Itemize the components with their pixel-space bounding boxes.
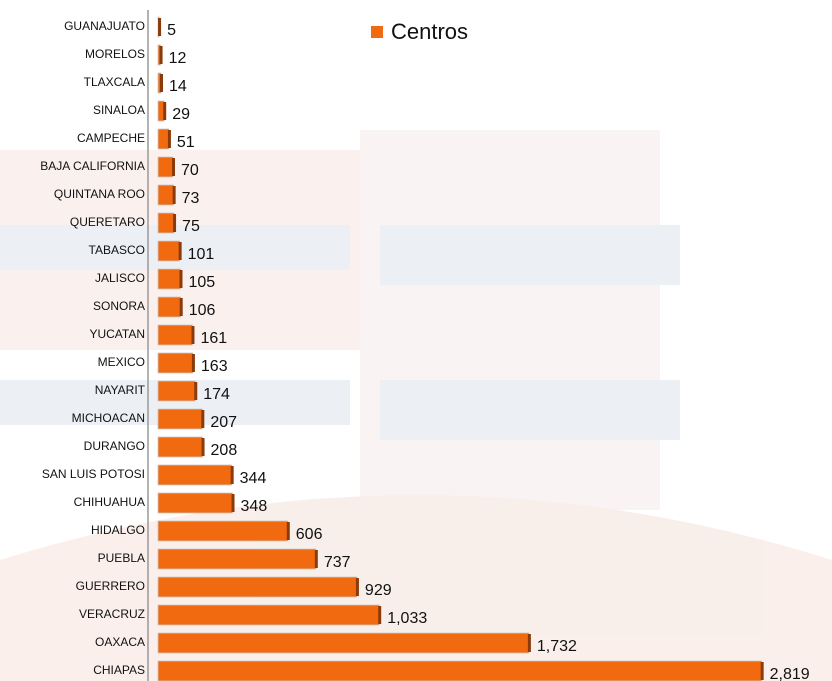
bar	[157, 660, 763, 681]
data-label: 73	[182, 190, 200, 207]
data-label: 14	[169, 78, 187, 95]
bar-cap	[760, 662, 764, 680]
data-label: 5	[167, 22, 176, 39]
bar-cap	[158, 18, 162, 36]
y-tick-label: CHIHUAHUA	[74, 495, 145, 509]
y-tick-label: SONORA	[93, 299, 145, 313]
data-label: 1,033	[387, 610, 427, 627]
bar	[157, 604, 380, 626]
bar	[157, 492, 233, 514]
y-tick-label: QUINTANA ROO	[54, 187, 145, 201]
data-label: 737	[324, 554, 351, 571]
bar	[157, 296, 182, 318]
data-label: 75	[182, 218, 200, 235]
data-label: 106	[189, 302, 216, 319]
y-tick-label: GUERRERO	[76, 579, 145, 593]
data-label: 207	[210, 414, 237, 431]
bar	[157, 240, 181, 262]
data-label: 2,819	[770, 666, 810, 681]
y-tick-label: JALISCO	[95, 271, 145, 285]
y-tick-label: MEXICO	[98, 355, 145, 369]
bar	[157, 520, 289, 542]
bar	[157, 212, 175, 234]
y-tick-label: TABASCO	[89, 243, 145, 257]
bar-cap	[167, 130, 171, 148]
bar	[157, 352, 194, 374]
y-tick-label: DURANGO	[84, 439, 145, 453]
y-tick-label: SINALOA	[93, 103, 145, 117]
bar-cap	[178, 242, 182, 260]
bar	[157, 324, 193, 346]
bar-cap	[159, 46, 163, 64]
bar-cap	[173, 214, 177, 232]
bar-cap	[179, 270, 183, 288]
data-label: 70	[181, 162, 199, 179]
data-label: 1,732	[537, 638, 577, 655]
bar-cap	[179, 298, 183, 316]
background	[0, 130, 832, 681]
bar	[157, 632, 530, 654]
bar-cap	[201, 410, 205, 428]
y-tick-label: VERACRUZ	[79, 607, 145, 621]
bar-cap	[172, 186, 176, 204]
bar	[157, 268, 181, 290]
bar-cap	[314, 550, 318, 568]
bar-cap	[230, 466, 234, 484]
data-label: 163	[201, 358, 228, 375]
y-tick-label: HIDALGO	[91, 523, 145, 537]
bar	[157, 576, 358, 598]
data-label: 29	[172, 106, 190, 123]
bar-cap	[231, 494, 235, 512]
bar	[157, 184, 175, 206]
y-tick-label: PUEBLA	[98, 551, 145, 565]
y-tick-label: MORELOS	[85, 47, 145, 61]
bar-cap	[171, 158, 175, 176]
data-label: 929	[365, 582, 392, 599]
data-label: 161	[200, 330, 227, 347]
data-label: 174	[203, 386, 230, 403]
bar-cap	[378, 606, 382, 624]
data-label: 348	[241, 498, 268, 515]
bar	[157, 436, 203, 458]
bar	[157, 408, 203, 430]
legend-swatch	[371, 26, 383, 38]
y-tick-label: OAXACA	[95, 635, 145, 649]
bar	[157, 380, 196, 402]
bar-cap	[201, 438, 205, 456]
bar-cap	[191, 326, 195, 344]
y-tick-label: TLAXCALA	[84, 75, 145, 89]
data-label: 12	[169, 50, 187, 67]
bar-cap	[159, 74, 163, 92]
data-label: 208	[211, 442, 238, 459]
bar-cap	[286, 522, 290, 540]
bar	[157, 128, 170, 150]
bar-cap	[527, 634, 531, 652]
data-label: 101	[188, 246, 215, 263]
data-label: 344	[240, 470, 267, 487]
y-tick-label: NAYARIT	[95, 383, 146, 397]
data-label: 606	[296, 526, 323, 543]
y-tick-label: QUERETARO	[70, 215, 145, 229]
y-tick-label: GUANAJUATO	[64, 19, 145, 33]
y-tick-label: CAMPECHE	[77, 131, 145, 145]
y-tick-label: SAN LUIS POTOSI	[42, 467, 145, 481]
bar-cap	[194, 382, 198, 400]
bar	[157, 156, 174, 178]
data-label: 105	[188, 274, 215, 291]
bar-cap	[355, 578, 359, 596]
y-tick-label: BAJA CALIFORNIA	[40, 159, 145, 173]
legend-label: Centros	[391, 19, 468, 44]
bar-cap	[163, 102, 167, 120]
y-tick-label: CHIAPAS	[93, 663, 145, 677]
bar	[157, 548, 317, 570]
y-tick-label: YUCATAN	[89, 327, 145, 341]
y-tick-label: MICHOACAN	[72, 411, 145, 425]
bar	[157, 464, 233, 486]
data-label: 51	[177, 134, 195, 151]
bar-cap	[191, 354, 195, 372]
